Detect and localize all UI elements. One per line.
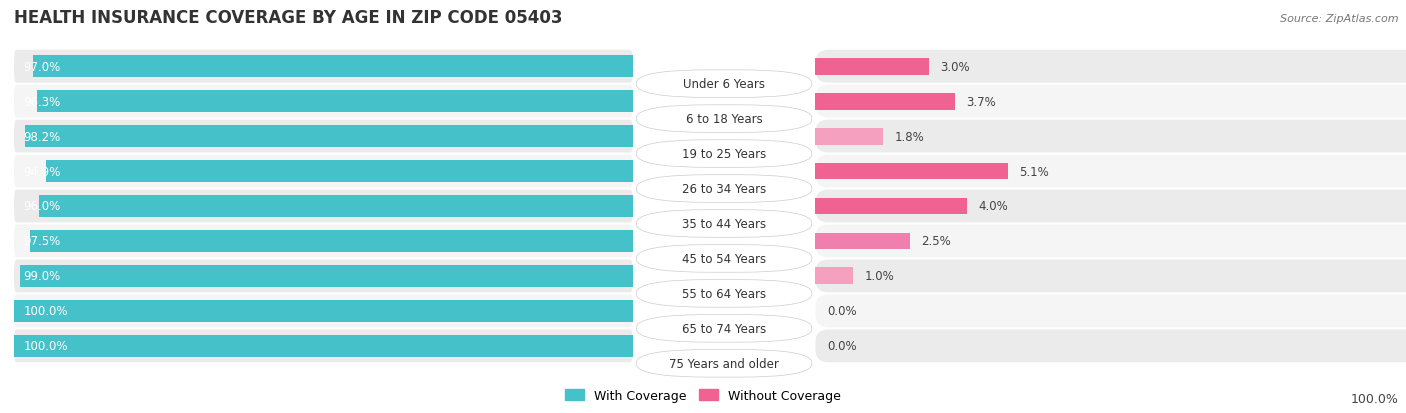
Text: 3.7%: 3.7% [967, 95, 997, 108]
FancyBboxPatch shape [637, 315, 811, 342]
Text: Source: ZipAtlas.com: Source: ZipAtlas.com [1281, 14, 1399, 24]
Bar [815, 128, 883, 145]
Text: 94.9%: 94.9% [24, 165, 60, 178]
Bar [32, 56, 633, 78]
FancyBboxPatch shape [815, 260, 1406, 293]
Bar [37, 91, 633, 113]
Text: 1.8%: 1.8% [894, 130, 925, 143]
FancyBboxPatch shape [637, 106, 811, 133]
FancyBboxPatch shape [637, 245, 811, 273]
FancyBboxPatch shape [14, 155, 633, 188]
Text: 0.0%: 0.0% [827, 339, 856, 352]
Text: 1.0%: 1.0% [865, 270, 894, 283]
Bar [14, 300, 633, 322]
Bar [815, 163, 1008, 180]
Text: 97.5%: 97.5% [24, 235, 60, 248]
Bar [30, 230, 633, 252]
FancyBboxPatch shape [14, 295, 633, 328]
FancyBboxPatch shape [14, 120, 633, 153]
FancyBboxPatch shape [815, 85, 1406, 118]
Text: 45 to 54 Years: 45 to 54 Years [682, 252, 766, 265]
Text: 98.2%: 98.2% [24, 130, 60, 143]
Bar [815, 268, 853, 285]
FancyBboxPatch shape [815, 225, 1406, 258]
Legend: With Coverage, Without Coverage: With Coverage, Without Coverage [561, 384, 845, 407]
FancyBboxPatch shape [637, 350, 811, 377]
FancyBboxPatch shape [637, 140, 811, 168]
FancyBboxPatch shape [815, 120, 1406, 153]
Bar [815, 93, 955, 110]
Text: 100.0%: 100.0% [24, 339, 67, 352]
FancyBboxPatch shape [14, 225, 633, 258]
Text: 75 Years and older: 75 Years and older [669, 357, 779, 370]
Text: 96.0%: 96.0% [24, 200, 60, 213]
FancyBboxPatch shape [637, 210, 811, 238]
FancyBboxPatch shape [14, 330, 633, 362]
Text: 0.0%: 0.0% [827, 305, 856, 318]
Text: 55 to 64 Years: 55 to 64 Years [682, 287, 766, 300]
Text: 100.0%: 100.0% [1351, 392, 1399, 405]
Bar [815, 198, 967, 215]
FancyBboxPatch shape [815, 190, 1406, 223]
FancyBboxPatch shape [637, 71, 811, 98]
Text: Under 6 Years: Under 6 Years [683, 78, 765, 91]
Text: 5.1%: 5.1% [1019, 165, 1049, 178]
FancyBboxPatch shape [815, 330, 1406, 362]
Bar [815, 233, 910, 250]
Bar [14, 335, 633, 357]
FancyBboxPatch shape [637, 280, 811, 307]
FancyBboxPatch shape [815, 295, 1406, 328]
Bar [45, 161, 633, 183]
Text: 6 to 18 Years: 6 to 18 Years [686, 113, 762, 126]
Bar [815, 59, 929, 76]
Text: 2.5%: 2.5% [921, 235, 950, 248]
Text: 99.0%: 99.0% [24, 270, 60, 283]
Text: 100.0%: 100.0% [24, 305, 67, 318]
FancyBboxPatch shape [14, 260, 633, 293]
FancyBboxPatch shape [14, 85, 633, 118]
FancyBboxPatch shape [815, 155, 1406, 188]
Text: 4.0%: 4.0% [979, 200, 1008, 213]
FancyBboxPatch shape [14, 190, 633, 223]
Text: 97.0%: 97.0% [24, 61, 60, 74]
Text: 96.3%: 96.3% [24, 95, 60, 108]
Text: 65 to 74 Years: 65 to 74 Years [682, 322, 766, 335]
Bar [20, 266, 633, 287]
FancyBboxPatch shape [637, 175, 811, 203]
FancyBboxPatch shape [815, 51, 1406, 83]
Text: 26 to 34 Years: 26 to 34 Years [682, 183, 766, 195]
FancyBboxPatch shape [14, 51, 633, 83]
Bar [25, 126, 633, 147]
Text: 3.0%: 3.0% [941, 61, 970, 74]
Text: HEALTH INSURANCE COVERAGE BY AGE IN ZIP CODE 05403: HEALTH INSURANCE COVERAGE BY AGE IN ZIP … [14, 9, 562, 27]
Text: 35 to 44 Years: 35 to 44 Years [682, 218, 766, 230]
Bar [39, 196, 633, 217]
Text: 19 to 25 Years: 19 to 25 Years [682, 148, 766, 161]
